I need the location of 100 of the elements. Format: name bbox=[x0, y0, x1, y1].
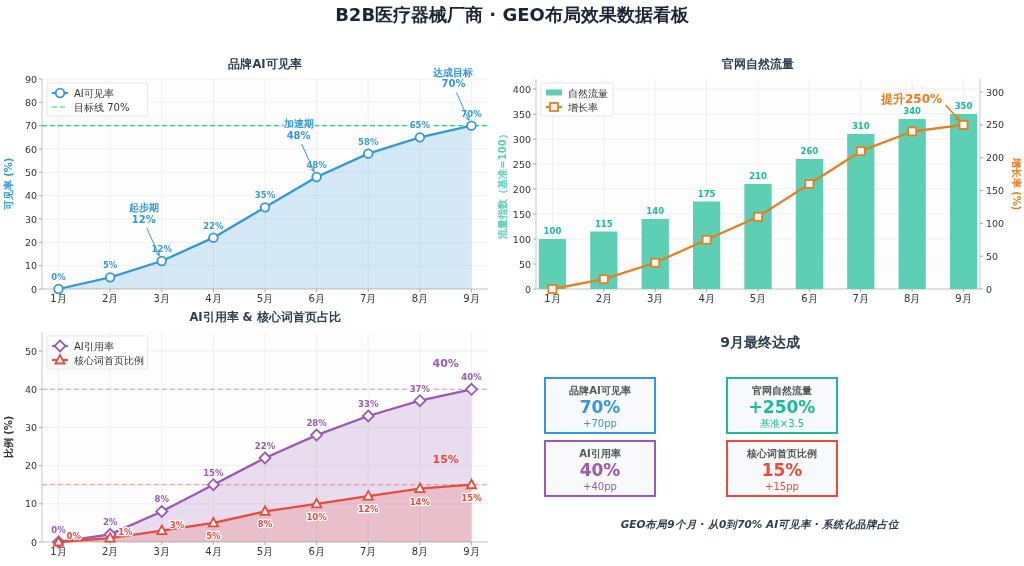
legend-label: 核心词首页比例 bbox=[73, 354, 144, 366]
y-tick-label: 40 bbox=[24, 383, 37, 395]
data-label: 40% bbox=[461, 372, 483, 383]
data-label: 3% bbox=[169, 519, 185, 530]
y-tick-label: 20 bbox=[24, 236, 37, 248]
x-tick-label: 5月 bbox=[256, 546, 274, 557]
text: 基准×3.5 bbox=[759, 418, 805, 429]
text: 15% bbox=[761, 460, 803, 480]
annotation: 提升250% bbox=[880, 91, 943, 106]
x-tick-label: 7月 bbox=[852, 293, 869, 304]
x-tick-label: 7月 bbox=[360, 546, 377, 557]
y-tick-label: 10 bbox=[24, 260, 37, 272]
data-label: 15% bbox=[461, 492, 483, 503]
legend-label: 目标线 70% bbox=[74, 101, 130, 113]
y-tick-label: 10 bbox=[24, 498, 37, 510]
text: 核心词首页比例 bbox=[746, 448, 817, 459]
x-tick-label: 6月 bbox=[801, 293, 818, 304]
y-tick-label: 300 bbox=[512, 133, 531, 145]
x-tick-label: 5月 bbox=[749, 293, 767, 304]
annotation: 40% bbox=[432, 357, 459, 371]
text: 品牌AI可见率 bbox=[569, 385, 631, 396]
y-tick-label: 350 bbox=[512, 108, 531, 120]
data-label: 8% bbox=[154, 494, 170, 505]
y-tick-label: 0 bbox=[30, 536, 37, 548]
data-label: 260 bbox=[800, 146, 819, 156]
y2-tick-label: 200 bbox=[986, 152, 1005, 164]
y2-tick-label: 250 bbox=[986, 119, 1005, 131]
data-label: 33% bbox=[358, 399, 379, 409]
y-axis-title: 流量指数（基准=100） bbox=[497, 129, 508, 240]
y-tick-label: 0 bbox=[524, 283, 531, 295]
data-label: 10% bbox=[306, 511, 328, 522]
data-label: 2% bbox=[102, 517, 118, 528]
data-label: 12% bbox=[151, 244, 173, 254]
y-tick-label: 80 bbox=[24, 96, 37, 108]
x-tick-label: 9月 bbox=[463, 546, 480, 557]
x-tick-label: 8月 bbox=[411, 546, 429, 557]
data-label: 0% bbox=[51, 272, 67, 282]
data-label: 8% bbox=[257, 519, 273, 530]
y-tick-label: 50 bbox=[24, 166, 37, 178]
x-tick-label: 3月 bbox=[153, 546, 170, 557]
x-tick-label: 1月 bbox=[50, 293, 67, 304]
x-tick-label: 6月 bbox=[308, 293, 325, 304]
y-axis-title: 可见率 (%) bbox=[3, 157, 14, 212]
text: B2B医疗器械厂商 · GEO布局效果数据看板 bbox=[335, 4, 690, 25]
y-tick-label: 20 bbox=[24, 460, 37, 472]
text: 9月最终达成 bbox=[720, 334, 800, 350]
data-label: 175 bbox=[697, 188, 716, 199]
annotation: 起步期 12% bbox=[127, 202, 159, 225]
data-label: 22% bbox=[203, 220, 225, 231]
y-tick-label: 0 bbox=[30, 283, 37, 295]
x-tick-label: 1月 bbox=[544, 293, 561, 304]
annotation: 达成目标 70% bbox=[432, 66, 474, 90]
data-label: 115 bbox=[594, 218, 613, 229]
y-tick-label: 100 bbox=[512, 233, 531, 245]
y-tick-label: 150 bbox=[512, 208, 531, 220]
x-tick-label: 3月 bbox=[153, 293, 170, 304]
data-label: 12% bbox=[358, 504, 379, 515]
y2-tick-label: 50 bbox=[986, 250, 999, 262]
y-tick-label: 50 bbox=[518, 258, 531, 270]
text: 官网自然流量 bbox=[752, 385, 812, 396]
data-label: 14% bbox=[409, 496, 431, 507]
y-tick-label: 50 bbox=[24, 345, 37, 357]
x-tick-label: 4月 bbox=[205, 546, 222, 557]
legend-label: AI引用率 bbox=[74, 340, 114, 352]
data-label: 210 bbox=[749, 171, 767, 181]
y-axis-title: 比例 (%) bbox=[3, 415, 14, 459]
text: +15pp bbox=[765, 481, 799, 492]
x-tick-label: 9月 bbox=[955, 293, 972, 304]
x-tick-label: 9月 bbox=[463, 293, 480, 304]
y2-tick-label: 100 bbox=[986, 217, 1005, 229]
x-tick-label: 2月 bbox=[595, 293, 613, 304]
x-tick-label: 2月 bbox=[101, 546, 119, 557]
y-tick-label: 90 bbox=[24, 73, 37, 85]
x-tick-label: 3月 bbox=[647, 293, 664, 304]
data-label: 0% bbox=[66, 531, 82, 541]
x-tick-label: 1月 bbox=[50, 546, 67, 557]
data-label: 1% bbox=[118, 527, 134, 538]
y2-tick-label: 150 bbox=[986, 185, 1005, 197]
data-label: 140 bbox=[646, 206, 665, 216]
x-tick-label: 4月 bbox=[698, 293, 715, 304]
text: 40% bbox=[579, 460, 621, 480]
annotation: 15% bbox=[432, 452, 459, 466]
y-tick-label: 70 bbox=[24, 120, 37, 132]
x-tick-label: 8月 bbox=[903, 293, 921, 304]
data-label: 28% bbox=[306, 418, 328, 429]
x-tick-label: 6月 bbox=[308, 546, 325, 557]
data-label: 5% bbox=[206, 530, 222, 541]
data-label: 0% bbox=[51, 525, 67, 535]
data-label: 37% bbox=[409, 383, 431, 394]
chart-title: AI引用率 & 核心词首页占比 bbox=[189, 310, 341, 324]
legend-label: 自然流量 bbox=[568, 87, 608, 99]
y2-axis-title: 增长率 (%) bbox=[1011, 156, 1022, 211]
data-label: 100 bbox=[543, 226, 562, 236]
y-tick-label: 200 bbox=[512, 183, 531, 195]
y-tick-label: 30 bbox=[24, 421, 37, 433]
data-label: 350 bbox=[954, 101, 973, 111]
y-tick-label: 400 bbox=[512, 83, 531, 95]
data-label: 310 bbox=[851, 121, 870, 131]
text: +40pp bbox=[583, 481, 617, 492]
y-tick-label: 60 bbox=[24, 143, 37, 155]
